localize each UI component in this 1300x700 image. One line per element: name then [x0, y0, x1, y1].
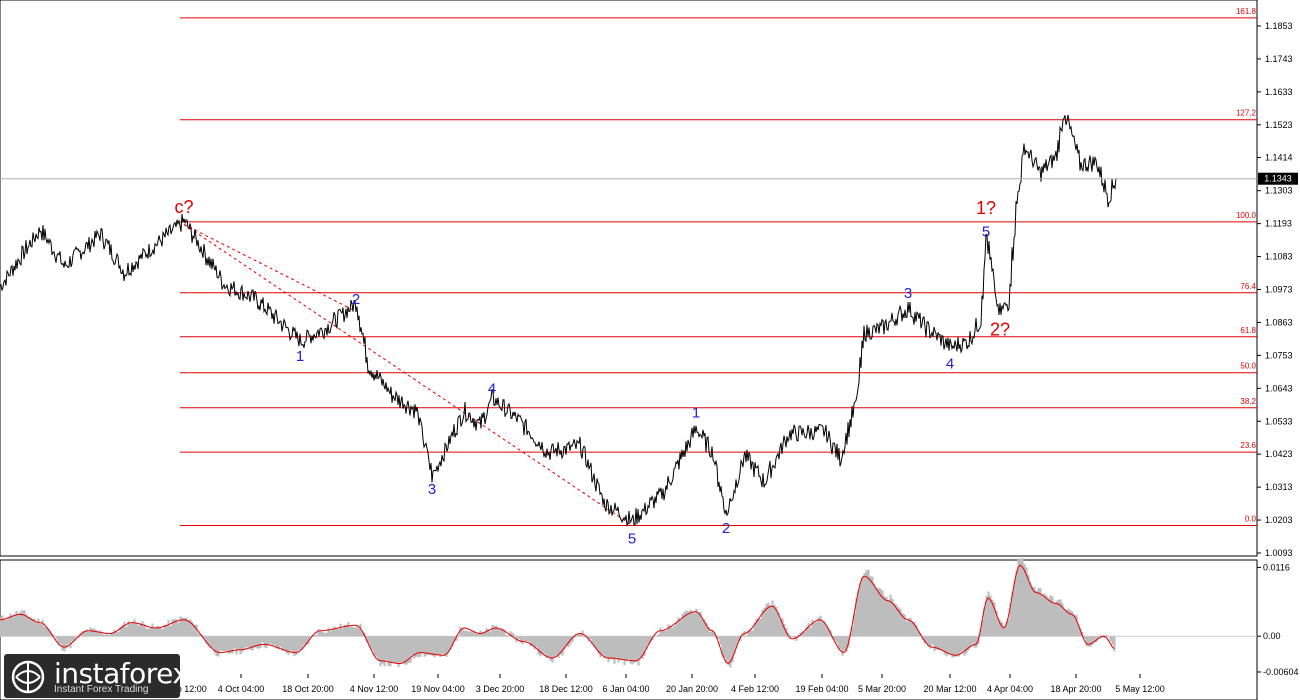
- price-tick-label: 1.1633: [1265, 87, 1293, 97]
- wave-label: 1: [296, 348, 304, 365]
- time-tick-label: 19 Feb 04:00: [795, 684, 848, 694]
- wave-label: 5: [628, 530, 636, 547]
- wave-label: 4: [488, 381, 496, 398]
- price-tick-label: 1.0093: [1265, 548, 1293, 558]
- price-tick-label: 1.0203: [1265, 515, 1293, 525]
- price-tick-label: 1.1743: [1265, 54, 1293, 64]
- osc-pane-frame: [0, 559, 1258, 700]
- time-tick-label: 19 Sep 12:00: [153, 684, 207, 694]
- price-tick-label: 1.0533: [1265, 416, 1293, 426]
- fib-level-label: 0.0: [1245, 514, 1257, 523]
- time-axis: 19 Sep 12:00 4 Oct 04:00 18 Oct 20:00 4 Nov…: [153, 674, 1165, 694]
- time-tick-label: 20 Mar 12:00: [923, 684, 976, 694]
- time-tick-label: 5 May 12:00: [1115, 684, 1165, 694]
- dashed-trend-line: [183, 224, 357, 312]
- price-axis: 1.1853 1.1743 1.1633 1.1523 1.1414 1.1303 1.11…: [1257, 21, 1293, 558]
- current-price-tag: 1.1343: [1258, 172, 1298, 185]
- time-tick-label: 4 Feb 12:00: [731, 684, 779, 694]
- broker-logo: instaforex Instant Forex Trading: [4, 654, 189, 698]
- trend-lines: [183, 224, 633, 526]
- fib-level-label: 100.0: [1236, 211, 1257, 220]
- price-tick-label: 1.1193: [1265, 219, 1292, 229]
- fib-level-label: 76.4: [1240, 282, 1256, 291]
- wave-label: 2: [722, 520, 730, 537]
- price-tick-label: 1.0313: [1265, 482, 1293, 492]
- osc-tick-label: 0.00: [1263, 631, 1281, 641]
- time-tick-label: 6 Jan 04:00: [602, 684, 649, 694]
- price-tick-label: 1.0973: [1265, 285, 1293, 295]
- wave-label: 2: [352, 291, 360, 308]
- wave-label: 3: [428, 481, 436, 498]
- price-series: [0, 114, 1117, 527]
- oscillator-series: [0, 558, 1257, 668]
- main-pane-frame: [0, 0, 1258, 557]
- osc-signal-line: [0, 564, 1115, 665]
- price-line: [0, 114, 1117, 527]
- wave-labels: c? 1 2 3 4 5 1 2 3 4 5 1? 2?: [174, 197, 1010, 547]
- fib-level-label: 50.0: [1240, 362, 1256, 371]
- dashed-trend-line: [183, 224, 633, 526]
- wave-label: 4: [946, 355, 954, 372]
- wave-label: 2?: [990, 319, 1010, 339]
- logo-tagline: Instant Forex Trading: [54, 684, 149, 695]
- wave-label: c?: [174, 197, 193, 217]
- wave-label: 1: [692, 405, 700, 422]
- globe-logo-icon: [11, 660, 45, 694]
- price-tick-label: 1.0753: [1265, 350, 1293, 360]
- time-tick-label: 18 Apr 20:00: [1050, 684, 1101, 694]
- price-tick-label: 1.0643: [1265, 383, 1293, 393]
- current-price-label: 1.1343: [1264, 174, 1292, 184]
- price-tick-label: 1.1303: [1265, 186, 1293, 196]
- time-tick-label: 4 Apr 04:00: [987, 684, 1033, 694]
- time-tick-label: 5 Mar 20:00: [858, 684, 906, 694]
- oscillator-axis: 0.0116 0.00 -0.00604: [1257, 562, 1299, 677]
- time-tick-label: 19 Nov 04:00: [411, 684, 465, 694]
- wave-label: 5: [982, 224, 990, 241]
- osc-tick-label: -0.00604: [1263, 667, 1299, 677]
- price-tick-label: 1.1523: [1265, 120, 1293, 130]
- fib-level-label: 161.8: [1236, 7, 1257, 16]
- fib-levels: 0.0 23.6 38.2 50.0 61.8 76.4 100.0 127.2 161.8: [180, 7, 1257, 526]
- time-tick-label: 18 Dec 12:00: [539, 684, 593, 694]
- wave-label: 3: [904, 285, 912, 302]
- price-tick-label: 1.1083: [1265, 252, 1293, 262]
- price-tick-label: 1.0423: [1265, 449, 1293, 459]
- fib-level-label: 61.8: [1240, 326, 1256, 335]
- price-tick-label: 1.0863: [1265, 317, 1293, 327]
- time-tick-label: 4 Nov 12:00: [350, 684, 399, 694]
- time-tick-label: 18 Oct 20:00: [282, 684, 334, 694]
- fib-level-label: 127.2: [1236, 109, 1257, 118]
- logo-wordmark: instaforex: [54, 657, 189, 690]
- osc-histogram: [0, 558, 1116, 668]
- fib-level-label: 38.2: [1240, 397, 1256, 406]
- time-tick-label: 3 Dec 20:00: [476, 684, 525, 694]
- osc-tick-label: 0.0116: [1263, 562, 1290, 572]
- time-tick-label: 4 Oct 04:00: [218, 684, 265, 694]
- time-tick-label: 20 Jan 20:00: [666, 684, 718, 694]
- price-tick-label: 1.1853: [1265, 21, 1293, 31]
- wave-label: 1?: [976, 198, 996, 218]
- price-tick-label: 1.1414: [1265, 152, 1293, 162]
- fib-level-label: 23.6: [1240, 441, 1256, 450]
